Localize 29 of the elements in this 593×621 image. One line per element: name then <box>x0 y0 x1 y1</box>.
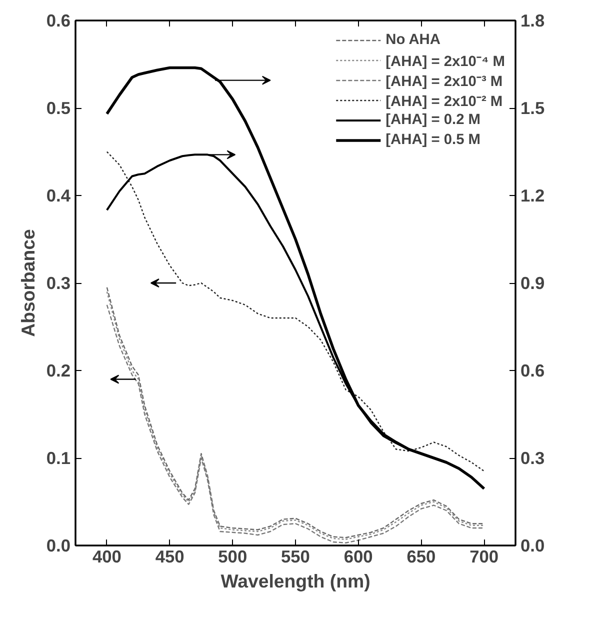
y-tick-label: 0.6 <box>46 10 71 30</box>
y2-tick-label: 0.6 <box>520 360 545 380</box>
x-tick-label: 600 <box>344 546 373 566</box>
y2-tick-label: 0.9 <box>520 273 545 293</box>
y2-tick-label: 1.5 <box>520 98 545 118</box>
y-tick-label: 0.0 <box>46 536 71 556</box>
y-tick-label: 0.5 <box>46 98 71 118</box>
legend-label: [AHA] = 2x10⁻² M <box>386 93 503 110</box>
x-tick-label: 550 <box>281 546 310 566</box>
y-axis-title: Absorbance <box>17 229 38 337</box>
y2-tick-label: 1.2 <box>520 186 545 206</box>
x-tick-label: 450 <box>155 546 184 566</box>
y-tick-label: 0.1 <box>46 448 71 468</box>
legend-label: No AHA <box>386 32 440 48</box>
x-tick-label: 400 <box>92 546 122 566</box>
y-tick-label: 0.3 <box>46 273 71 293</box>
y-tick-label: 0.2 <box>46 360 71 380</box>
y-tick-label: 0.4 <box>46 186 71 206</box>
y2-tick-label: 0.0 <box>520 536 545 556</box>
y2-tick-label: 0.3 <box>520 448 545 468</box>
x-tick-label: 500 <box>218 546 248 566</box>
legend-label: [AHA] = 0.5 M <box>386 132 481 148</box>
legend-label: [AHA] = 0.2 M <box>386 112 481 128</box>
x-axis-title: Wavelength (nm) <box>220 570 370 592</box>
legend-label: [AHA] = 2x10⁻³ M <box>386 73 503 90</box>
y2-tick-label: 1.8 <box>520 10 545 30</box>
x-tick-label: 650 <box>406 546 436 566</box>
x-tick-label: 700 <box>470 546 499 566</box>
legend-label: [AHA] = 2x10⁻⁴ M <box>386 53 505 70</box>
